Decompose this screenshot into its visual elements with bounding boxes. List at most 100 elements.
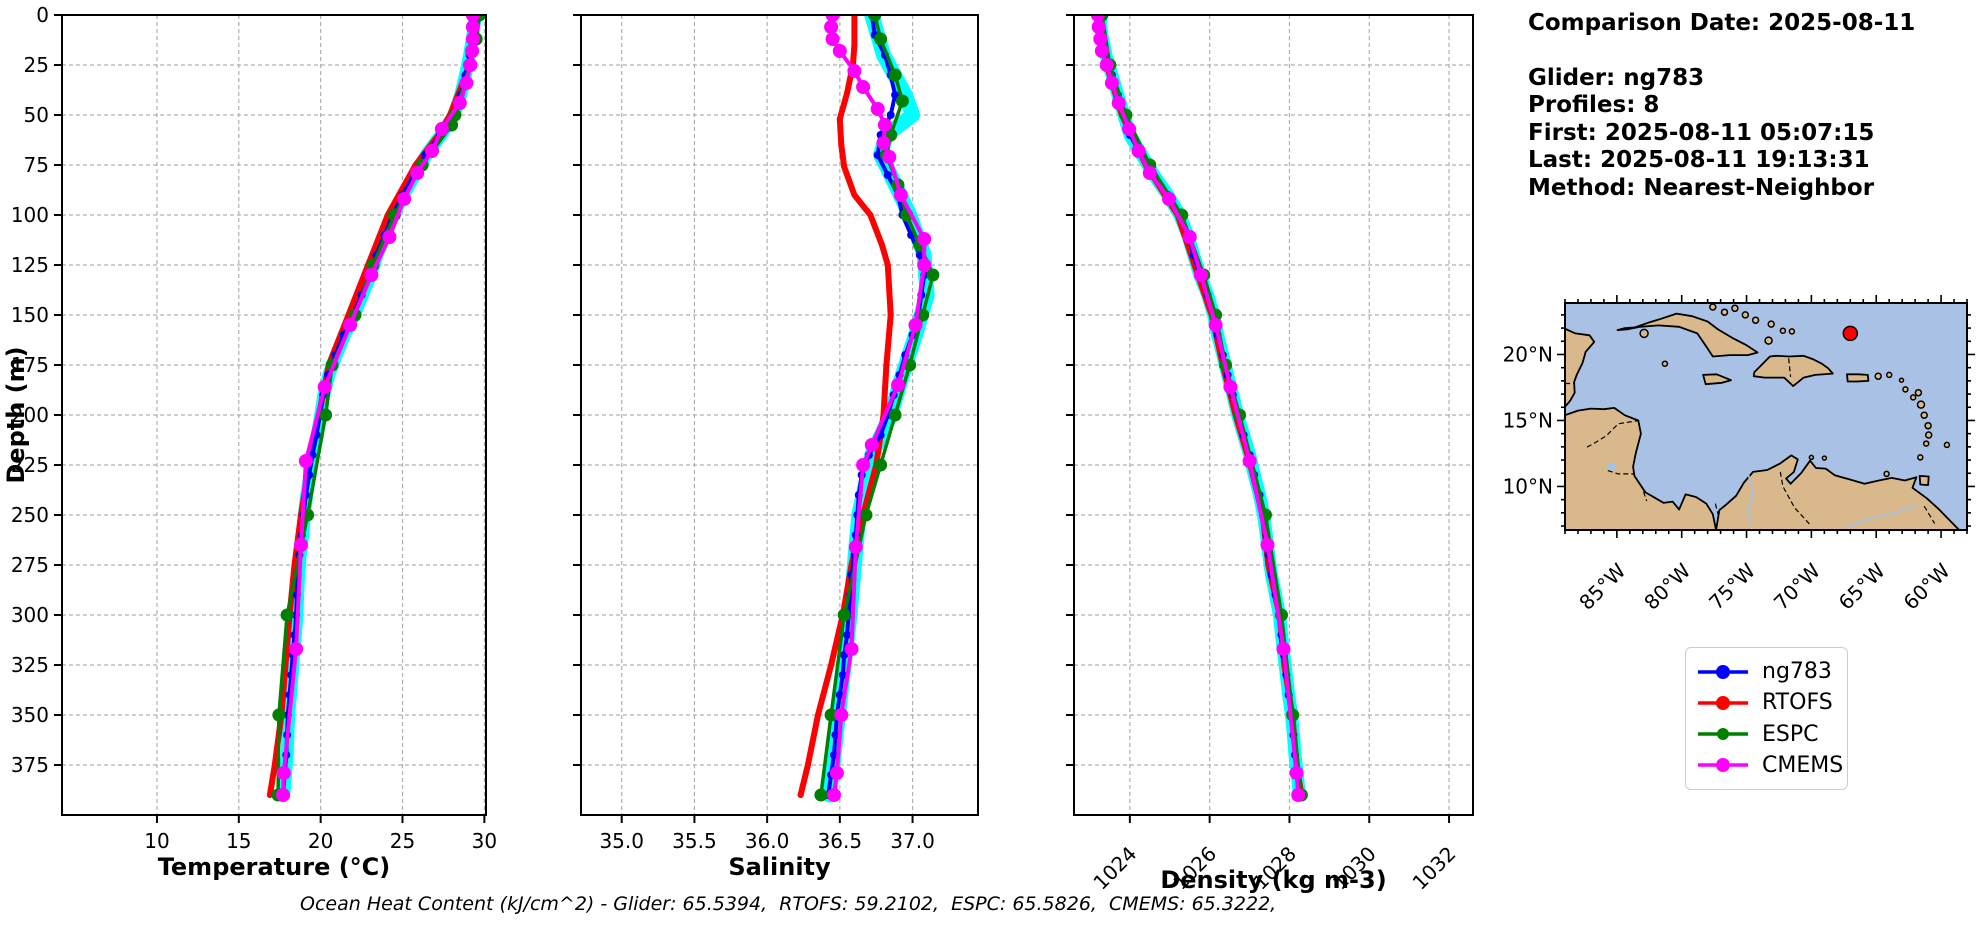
info-spacer [1528, 38, 1915, 65]
x-tick-label: 36.5 [818, 829, 863, 853]
location-map: 20°N 15°N 10°N 85°W 80°W 75°W 70°W 65°W 60°W [1503, 295, 1975, 615]
map-island [1914, 388, 1923, 397]
map-island [1920, 411, 1928, 419]
profiles-count-text: Profiles: 8 [1528, 92, 1660, 118]
map-lon-tick-label: 75°W [1704, 558, 1760, 614]
map-landmass [1752, 354, 1834, 387]
map-lat-tick-label: 10°N [1503, 474, 1553, 498]
map-lon-tick-label: 60°W [1899, 558, 1955, 614]
map-island [1874, 372, 1882, 380]
legend-item-label: CMEMS [1762, 752, 1844, 778]
legend-item-label: ESPC [1762, 721, 1819, 747]
map-island [1883, 470, 1890, 478]
map-island [1751, 316, 1760, 324]
profile-plot-0: 10 15 20 25 30025507510012515017520022525027… [2, 3, 497, 881]
legend-item-ng783: ng783 [1696, 659, 1841, 684]
map-island [1661, 360, 1669, 367]
depth-tick-label: 0 [36, 3, 49, 27]
x-tick-label: 25 [390, 829, 415, 853]
map-country-border [1714, 503, 1719, 515]
map-island [1764, 336, 1773, 345]
map-island [1639, 328, 1649, 339]
series-CMEMS-line [829, 15, 927, 797]
comparison-date-text: Comparison Date: 2025-08-11 [1528, 10, 1916, 36]
x-tick-label: 37.0 [890, 829, 935, 853]
legend: ng783 RTOFS ESPC CMEMS [1685, 647, 1848, 790]
x-tick-label: 15 [226, 829, 251, 853]
x-tick-label: 36.0 [745, 829, 790, 853]
map-island [1924, 431, 1933, 439]
map-lon-tick-label: 80°W [1639, 558, 1695, 614]
map-lon-tick-label: 85°W [1574, 558, 1630, 614]
series-RTOFS-line [797, 15, 894, 798]
map-landmass [1565, 327, 1596, 408]
map-river [1746, 474, 1754, 527]
map-island [1917, 454, 1924, 461]
depth-tick-label: 100 [11, 203, 49, 227]
depth-tick-label: 25 [24, 53, 49, 77]
map-island [1731, 304, 1739, 313]
map-island [1898, 377, 1905, 383]
last-profile-time-text: Last: 2025-08-11 19:13:31 [1528, 147, 1870, 173]
ohc-caption: Ocean Heat Content (kJ/cm^2) - Glider: 6… [300, 893, 1277, 915]
depth-tick-label: 125 [11, 253, 49, 277]
x-tick-label: 1024 [1088, 842, 1141, 895]
y-axis-label: Depth (m) [2, 346, 30, 483]
map-island [1909, 394, 1917, 401]
map-island [1943, 441, 1951, 449]
map-lat-tick-label: 15°N [1503, 408, 1553, 432]
line-marker-icon [1698, 695, 1748, 710]
depth-tick-label: 75 [24, 153, 49, 177]
map-island [1924, 421, 1932, 430]
map-island [1709, 303, 1717, 311]
first-profile-time-text: First: 2025-08-11 05:07:15 [1528, 119, 1875, 146]
legend-item-label: ng783 [1762, 659, 1832, 685]
glider-name-text: Glider: ng783 [1528, 64, 1705, 91]
map-island [1821, 455, 1828, 461]
line-marker-icon [1698, 758, 1748, 773]
depth-tick-label: 300 [11, 603, 49, 627]
map-lat-tick-label: 20°N [1503, 342, 1553, 366]
map-island [1808, 454, 1815, 461]
map-island [1885, 371, 1893, 379]
x-tick-label: 20 [308, 829, 333, 853]
profile-plot-1: 35.0 35.5 36.0 36.5 37.0 Salinity [573, 14, 979, 881]
x-tick-label: 1032 [1408, 842, 1461, 895]
map-island [1788, 328, 1796, 335]
x-axis-label: Density (kg m-3) [1160, 866, 1386, 894]
line-marker-icon [1698, 728, 1748, 741]
x-tick-label: 10 [144, 829, 169, 853]
info-panel: Comparison Date: 2025-08-11 Glider: ng78… [1528, 10, 1915, 202]
map-island [1767, 320, 1775, 328]
x-axis-label: Temperature (°C) [158, 853, 391, 881]
map-island [1916, 400, 1926, 409]
map-landmass [1616, 312, 1759, 358]
x-tick-label: 35.0 [599, 829, 644, 853]
x-tick-label: 30 [472, 829, 497, 853]
map-lake [1607, 462, 1616, 471]
x-axis-label: Salinity [728, 853, 831, 881]
map-island [1922, 440, 1930, 447]
map-country-border [1779, 471, 1811, 526]
legend-item-cmems: CMEMS [1696, 752, 1844, 778]
map-landmass [1846, 373, 1870, 383]
line-marker-icon [1698, 664, 1748, 679]
depth-tick-label: 375 [11, 753, 49, 777]
map-lon-tick-label: 65°W [1834, 558, 1890, 614]
depth-tick-label: 200 [11, 403, 49, 427]
depth-tick-label: 250 [11, 503, 49, 527]
map-country-border [1923, 505, 1936, 524]
depth-tick-label: 225 [11, 453, 49, 477]
method-text: Method: Nearest-Neighbor [1528, 174, 1875, 201]
x-tick-label: 35.5 [672, 829, 717, 853]
map-island [1779, 327, 1787, 334]
depth-tick-label: 50 [24, 103, 49, 127]
map-country-border [1788, 358, 1792, 377]
map-river [1846, 504, 1916, 529]
glider-position-marker [1842, 325, 1859, 342]
depth-tick-label: 175 [11, 353, 49, 377]
map-island [1902, 386, 1909, 393]
